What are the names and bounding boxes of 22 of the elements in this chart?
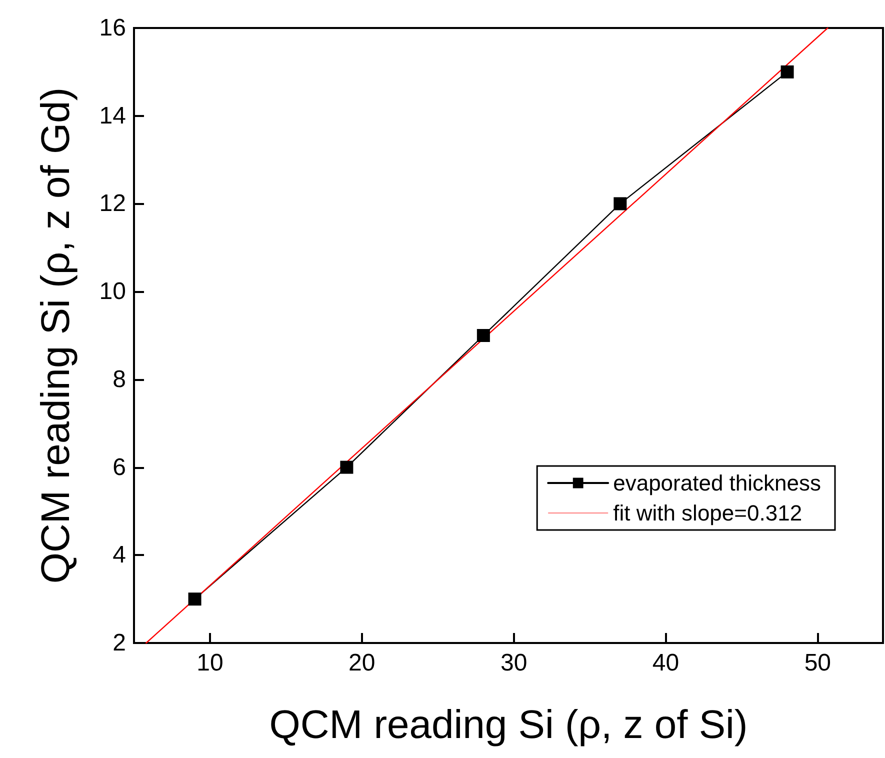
y-tick-label: 12 bbox=[99, 190, 126, 218]
y-tick-label: 8 bbox=[112, 366, 126, 393]
x-tick-label: 30 bbox=[500, 650, 528, 676]
x-tick-label: 40 bbox=[652, 650, 680, 676]
point bbox=[780, 65, 794, 78]
x-tick-label: 10 bbox=[196, 650, 224, 676]
y-tick-label: 4 bbox=[112, 542, 126, 569]
y-axis-title: QCM reading Si (ρ, z of Gd) bbox=[34, 87, 78, 584]
y-tick-label: 6 bbox=[112, 454, 126, 481]
legend-label: evaporated thickness bbox=[613, 470, 821, 496]
y-tick-label: 14 bbox=[99, 102, 126, 130]
x-axis-title: QCM reading Si (ρ, z of Si) bbox=[269, 703, 748, 747]
point bbox=[614, 197, 627, 210]
legend-label: fit with slope=0.312 bbox=[613, 500, 802, 526]
point bbox=[476, 329, 490, 342]
y-tick-label: 2 bbox=[112, 630, 126, 656]
point bbox=[188, 592, 202, 606]
x-tick-label: 50 bbox=[804, 650, 832, 676]
y-tick-label: 10 bbox=[99, 278, 126, 306]
y-tick-label: 16 bbox=[99, 14, 126, 42]
point bbox=[340, 460, 354, 474]
x-tick-label: 20 bbox=[348, 650, 376, 676]
